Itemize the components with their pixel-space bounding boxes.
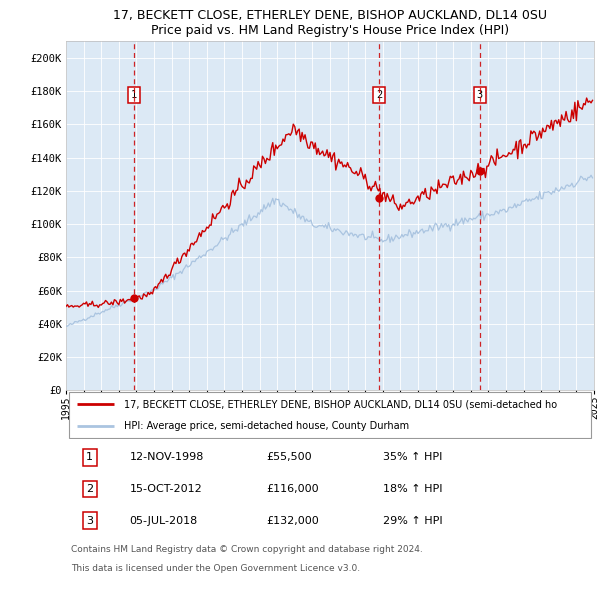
Text: £55,500: £55,500 bbox=[266, 453, 312, 463]
Title: 17, BECKETT CLOSE, ETHERLEY DENE, BISHOP AUCKLAND, DL14 0SU
Price paid vs. HM La: 17, BECKETT CLOSE, ETHERLEY DENE, BISHOP… bbox=[113, 9, 547, 37]
Text: 2: 2 bbox=[86, 484, 94, 494]
Text: This data is licensed under the Open Government Licence v3.0.: This data is licensed under the Open Gov… bbox=[71, 564, 361, 573]
Text: 15-OCT-2012: 15-OCT-2012 bbox=[130, 484, 202, 494]
Text: 1: 1 bbox=[86, 453, 93, 463]
Text: Contains HM Land Registry data © Crown copyright and database right 2024.: Contains HM Land Registry data © Crown c… bbox=[71, 545, 423, 553]
Text: 17, BECKETT CLOSE, ETHERLEY DENE, BISHOP AUCKLAND, DL14 0SU (semi-detached ho: 17, BECKETT CLOSE, ETHERLEY DENE, BISHOP… bbox=[124, 399, 557, 409]
Text: 05-JUL-2018: 05-JUL-2018 bbox=[130, 516, 197, 526]
Text: HPI: Average price, semi-detached house, County Durham: HPI: Average price, semi-detached house,… bbox=[124, 421, 409, 431]
Text: 3: 3 bbox=[476, 90, 483, 100]
Text: 18% ↑ HPI: 18% ↑ HPI bbox=[383, 484, 442, 494]
Text: 35% ↑ HPI: 35% ↑ HPI bbox=[383, 453, 442, 463]
Text: 12-NOV-1998: 12-NOV-1998 bbox=[130, 453, 204, 463]
Text: 1: 1 bbox=[131, 90, 137, 100]
Text: 2: 2 bbox=[376, 90, 382, 100]
Text: £116,000: £116,000 bbox=[266, 484, 319, 494]
Text: 3: 3 bbox=[86, 516, 93, 526]
Text: £132,000: £132,000 bbox=[266, 516, 319, 526]
Text: 29% ↑ HPI: 29% ↑ HPI bbox=[383, 516, 442, 526]
